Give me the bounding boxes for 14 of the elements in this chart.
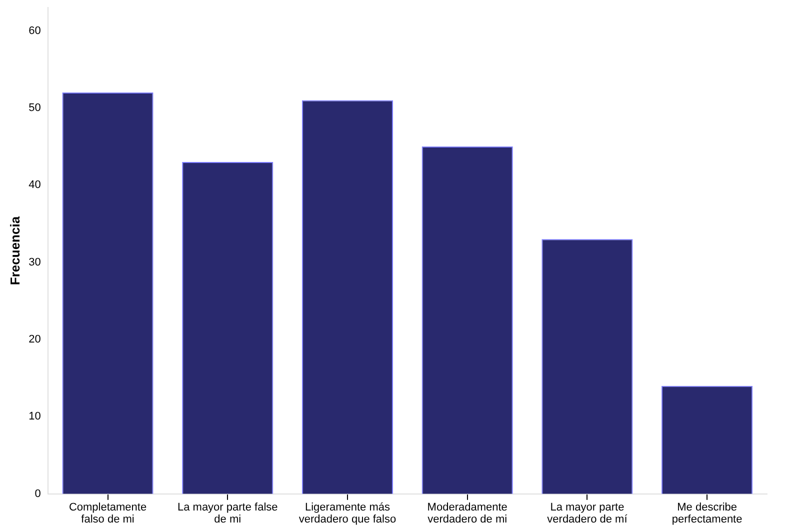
x-tick-label: La mayor parte verdadero de mí: [547, 502, 628, 526]
x-tick-label: La mayor parte false de mi: [177, 502, 278, 526]
y-tick-label: 40: [28, 179, 41, 192]
x-tick-label: Moderadamente verdadero de mi: [427, 502, 508, 526]
y-tick-label: 20: [28, 334, 41, 346]
y-tick-label: 0: [34, 488, 41, 500]
x-tick-label: Completamente falso de mi: [68, 502, 147, 526]
y-axis-title: Frecuencia: [7, 216, 22, 286]
y-tick-label: 10: [28, 410, 41, 423]
x-tick-label: Me describe perfectamente: [672, 502, 742, 526]
y-tick-label: 30: [28, 256, 41, 268]
x-tick-label: Ligeramente más verdadero que falso: [298, 502, 396, 526]
y-tick-label: 60: [28, 24, 41, 37]
y-tick-label: 50: [28, 102, 41, 114]
